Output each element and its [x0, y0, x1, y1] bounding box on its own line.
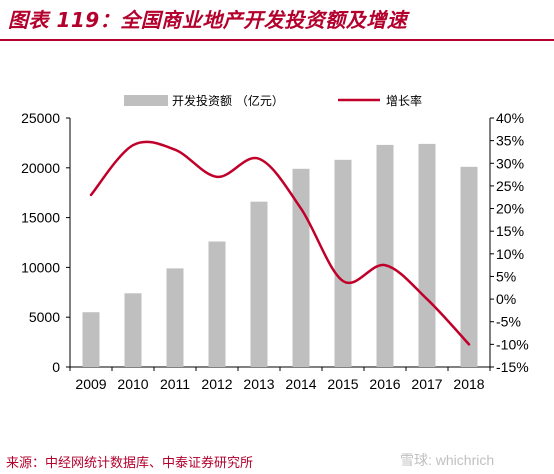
tick-labels-layer: 0 5000 10000 15000 20000 25000 -15% -10% -5% 0% 5%…	[21, 110, 529, 392]
right-tick-label: -10%	[496, 336, 529, 352]
growth-point-2013	[258, 158, 260, 160]
growth-point-2009	[90, 194, 92, 196]
right-tick-label: 30%	[496, 155, 524, 171]
legend-label-line: 增长率	[386, 93, 422, 108]
left-tick-label: 10000	[21, 259, 60, 275]
growth-point-2014	[300, 208, 302, 210]
bar-2018	[460, 166, 478, 367]
source-note: 来源：中经网统计数据库、中泰证券研究所	[6, 456, 254, 471]
legend: 开发投资额 （亿元） 增长率	[124, 93, 422, 108]
bar-2013	[250, 201, 268, 367]
bar-2010	[124, 293, 142, 367]
x-tick-label: 2010	[117, 376, 148, 392]
watermark: 雪球: whichrich	[400, 452, 495, 468]
title-rule	[0, 39, 554, 41]
growth-rate-line	[89, 140, 471, 346]
bar-2016	[376, 144, 394, 367]
right-tick-label: 25%	[496, 178, 524, 194]
right-tick-label: 10%	[496, 246, 524, 262]
left-tick-label: 0	[52, 359, 60, 375]
growth-point-2011	[174, 149, 176, 151]
legend-swatch-bar	[124, 95, 168, 106]
right-tick-label: 5%	[496, 268, 516, 284]
left-tick-label: 5000	[29, 309, 60, 325]
growth-point-2012	[216, 176, 218, 178]
x-tick-label: 2013	[243, 376, 274, 392]
right-tick-label: -5%	[496, 314, 521, 330]
right-tick-label: 0%	[496, 291, 516, 307]
x-tick-label: 2017	[411, 376, 442, 392]
x-tick-label: 2012	[201, 376, 232, 392]
left-tick-label: 15000	[21, 210, 60, 226]
growth-point-2016	[384, 264, 386, 266]
right-tick-label: -15%	[496, 359, 529, 375]
bar-2017	[418, 143, 436, 367]
growth-point-2015	[342, 280, 344, 282]
line-layer	[89, 140, 471, 346]
right-tick-label: 35%	[496, 133, 524, 149]
right-tick-label: 40%	[496, 110, 524, 126]
bar-2011	[166, 268, 184, 367]
growth-point-2010	[132, 144, 134, 146]
x-tick-label: 2016	[369, 376, 400, 392]
x-tick-label: 2018	[453, 376, 484, 392]
bar-2009	[82, 312, 100, 367]
right-tick-label: 20%	[496, 201, 524, 217]
legend-label-bar: 开发投资额 （亿元）	[172, 93, 284, 108]
x-tick-label: 2009	[75, 376, 106, 392]
x-tick-label: 2015	[327, 376, 358, 392]
bar-2012	[208, 241, 226, 367]
left-tick-label: 20000	[21, 160, 60, 176]
bars-layer	[82, 143, 478, 367]
bar-2015	[334, 159, 352, 367]
growth-point-2017	[426, 298, 428, 300]
left-tick-label: 25000	[21, 110, 60, 126]
bar-2014	[292, 168, 310, 367]
x-tick-label: 2014	[285, 376, 316, 392]
right-tick-label: 15%	[496, 223, 524, 239]
x-tick-label: 2011	[160, 376, 190, 392]
figure-title: 图表 119：全国商业地产开发投资额及增速	[8, 8, 408, 32]
growth-point-2018	[468, 343, 470, 345]
